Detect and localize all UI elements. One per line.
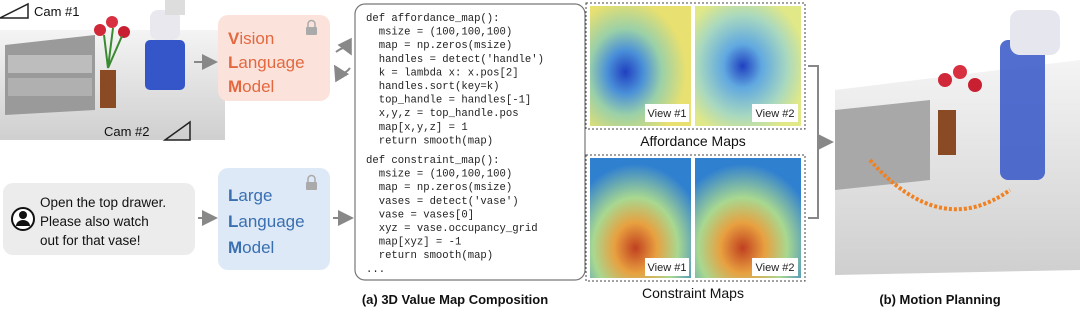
- rest: odel: [242, 238, 274, 257]
- camera-label: Cam #2: [104, 124, 150, 139]
- initial: M: [228, 238, 242, 257]
- instruction-line: Please also watch: [40, 214, 149, 229]
- view-label: View #2: [756, 108, 795, 120]
- caption: (a) 3D Value Map Composition: [362, 292, 548, 307]
- rest: anguage: [238, 212, 304, 231]
- planning-image: [835, 10, 1080, 275]
- vlm-box: [218, 15, 330, 101]
- map-caption: Affordance Maps: [640, 133, 746, 149]
- model-name-line: Model: [228, 77, 274, 96]
- code-line: top_handle = handles[-1]: [366, 95, 531, 107]
- model-name-line: Vision: [228, 29, 274, 48]
- code-line: return smooth(map): [366, 135, 493, 147]
- view-label: View #2: [756, 262, 795, 274]
- camera-label: Cam #1: [34, 4, 80, 19]
- code-line: handles = detect('handle'): [366, 54, 544, 66]
- initial: L: [228, 53, 238, 72]
- code-line: msize = (100,100,100): [366, 169, 512, 181]
- initial: M: [228, 77, 242, 96]
- caption: (b) Motion Planning: [879, 292, 1000, 307]
- model-name-line: Model: [228, 238, 274, 257]
- code-line: vases = detect('vase'): [366, 196, 519, 208]
- code-line: xyz = vase.occupancy_grid: [366, 223, 538, 235]
- llm-box: [218, 168, 330, 270]
- map-caption: Constraint Maps: [642, 285, 744, 301]
- code-line: map[x,y,z] = 1: [366, 122, 468, 134]
- code-line: x,y,z = top_handle.pos: [366, 108, 519, 120]
- code-line: k = lambda x: x.pos[2]: [366, 67, 519, 79]
- code-line: ...: [366, 264, 385, 276]
- code-line: map = np.zeros(msize): [366, 182, 512, 194]
- scene-image: Cam #1 Cam #2: [0, 0, 225, 141]
- rest: odel: [242, 77, 274, 96]
- code-line: def constraint_map():: [366, 155, 500, 167]
- instruction-box: [3, 183, 195, 255]
- instruction-line: Open the top drawer.: [40, 195, 166, 210]
- code-line: map[xyz] = -1: [366, 237, 461, 249]
- rest: ision: [239, 29, 274, 48]
- rest: arge: [238, 186, 272, 205]
- code-line: handles.sort(key=k): [366, 81, 500, 93]
- code-line: msize = (100,100,100): [366, 27, 512, 39]
- view-label: View #1: [648, 262, 687, 274]
- rest: anguage: [238, 53, 304, 72]
- code-line: def affordance_map():: [366, 13, 500, 25]
- initial: V: [228, 29, 240, 48]
- view-label: View #1: [648, 108, 687, 120]
- code-line: map = np.zeros(msize): [366, 40, 512, 52]
- code-box: [354, 3, 586, 281]
- instruction-line: out for that vase!: [40, 233, 141, 248]
- model-name-line: Language: [228, 212, 305, 231]
- code-line: return smooth(map): [366, 250, 493, 262]
- code-line: vase = vases[0]: [366, 209, 474, 221]
- initial: L: [228, 212, 238, 231]
- model-name-line: Language: [228, 53, 305, 72]
- initial: L: [228, 186, 238, 205]
- model-name-line: Large: [228, 186, 272, 205]
